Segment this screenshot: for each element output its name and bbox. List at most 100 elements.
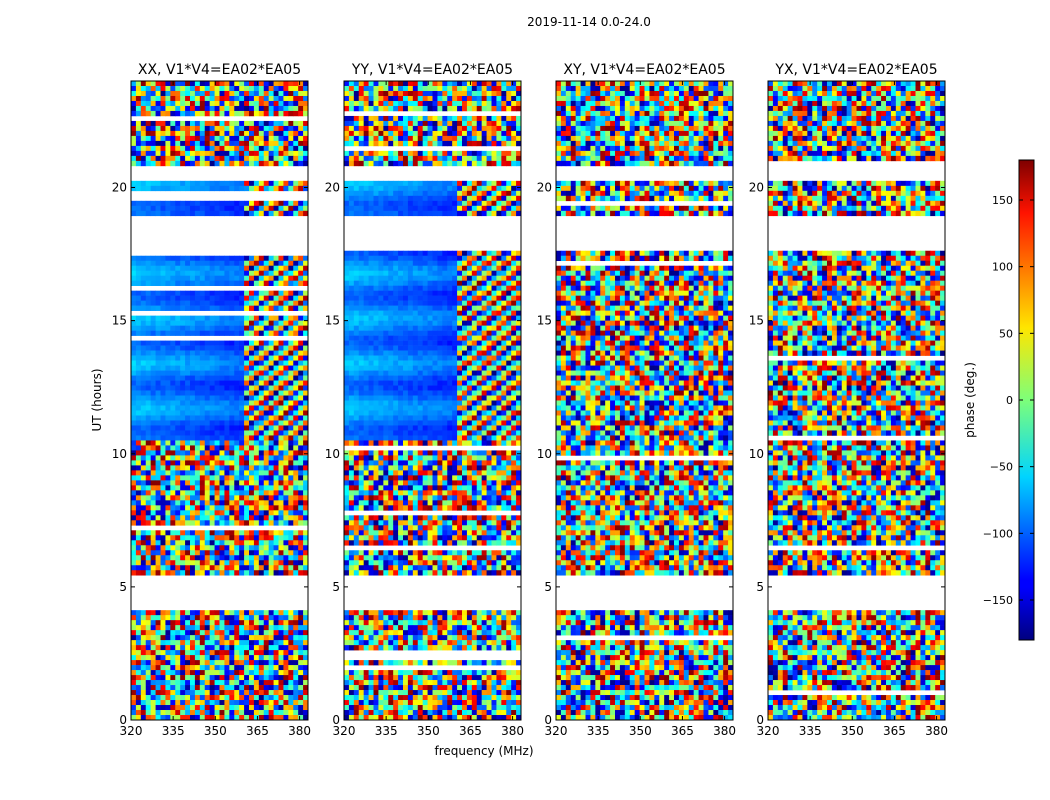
heatmap-cell: [268, 180, 274, 187]
heatmap-cell: [273, 435, 279, 441]
heatmap-cell: [407, 270, 414, 276]
heatmap-cell: [140, 670, 147, 676]
heatmap-cell: [209, 640, 215, 646]
heatmap-cell: [155, 325, 161, 331]
heatmap-cell: [486, 140, 492, 147]
heatmap-cell: [348, 85, 355, 92]
heatmap-cell: [263, 455, 270, 461]
heatmap-cell: [165, 660, 171, 666]
heatmap-cell: [155, 140, 161, 147]
heatmap-cell: [288, 185, 294, 192]
heatmap-cell: [175, 185, 181, 192]
heatmap-cell: [249, 255, 255, 262]
heatmap-cell: [165, 530, 171, 536]
heatmap-cell: [422, 115, 428, 122]
heatmap-cell: [398, 180, 404, 187]
heatmap-cell: [288, 615, 294, 621]
heatmap-cell: [486, 250, 492, 257]
heatmap-cell: [268, 535, 274, 541]
heatmap-cell: [244, 615, 250, 621]
heatmap-cell: [234, 260, 240, 267]
heatmap-cell: [303, 255, 309, 262]
heatmap-cell: [209, 405, 215, 411]
panel-frame: [130, 80, 309, 721]
heatmap-cell: [190, 670, 196, 676]
heatmap-cell: [234, 355, 240, 361]
heatmap-cell: [165, 695, 171, 701]
heatmap-cell: [185, 535, 191, 541]
heatmap-cell: [180, 205, 186, 212]
heatmap-cell: [234, 315, 240, 321]
heatmap-cell: [373, 285, 379, 291]
heatmap-cell: [486, 81, 492, 87]
heatmap-cell: [199, 205, 206, 212]
heatmap-cell: [496, 290, 502, 296]
heatmap-cell: [224, 550, 230, 556]
heatmap-cell: [258, 81, 265, 87]
heatmap-cell: [185, 280, 191, 286]
heatmap-cell: [209, 90, 215, 97]
heatmap-cell: [135, 435, 142, 441]
heatmap-cell: [293, 610, 299, 616]
heatmap-cell: [516, 250, 522, 257]
heatmap-cell: [268, 680, 274, 686]
heatmap-cell: [209, 570, 215, 576]
heatmap-cell: [135, 120, 142, 127]
heatmap-cell: [150, 155, 156, 162]
heatmap-cell: [373, 125, 379, 132]
heatmap-cell: [457, 100, 463, 107]
heatmap-cell: [224, 395, 230, 401]
heatmap-cell: [258, 425, 265, 431]
heatmap-cell: [204, 675, 211, 681]
heatmap-cell: [145, 540, 152, 546]
heatmap-cell: [442, 280, 448, 286]
heatmap-cell: [194, 455, 201, 461]
heatmap-cell: [288, 425, 294, 431]
heatmap-cell: [353, 140, 360, 147]
heatmap-cell: [185, 360, 191, 366]
heatmap-cell: [175, 535, 181, 541]
heatmap-cell: [204, 100, 211, 107]
heatmap-cell: [204, 465, 211, 471]
heatmap-cell: [229, 615, 235, 621]
heatmap-cell: [244, 705, 250, 711]
heatmap-cell: [175, 370, 181, 376]
heatmap-cell: [383, 150, 389, 157]
heatmap-cell: [194, 560, 201, 566]
heatmap-cell: [457, 115, 463, 122]
heatmap-cell: [244, 510, 250, 516]
heatmap-cell: [234, 410, 240, 416]
heatmap-cell: [283, 305, 289, 311]
heatmap-cell: [209, 450, 215, 456]
heatmap-cell: [466, 125, 473, 132]
heatmap-cell: [422, 125, 428, 132]
heatmap-cell: [131, 670, 137, 676]
heatmap-cell: [511, 210, 517, 217]
heatmap-cell: [293, 675, 299, 681]
heatmap-cell: [457, 295, 463, 301]
heatmap-cell: [457, 185, 463, 192]
heatmap-cell: [204, 315, 211, 321]
heatmap-cell: [204, 680, 211, 686]
heatmap-cell: [219, 430, 225, 436]
heatmap-cell: [412, 200, 419, 207]
heatmap-cell: [234, 255, 240, 262]
heatmap-cell: [131, 495, 137, 501]
heatmap-cell: [471, 275, 478, 281]
heatmap-cell: [268, 325, 274, 331]
heatmap-cell: [417, 115, 424, 122]
heatmap-cell: [452, 210, 458, 217]
heatmap-cell: [219, 425, 225, 431]
heatmap-cell: [303, 550, 309, 556]
heatmap-cell: [224, 340, 230, 346]
heatmap-cell: [155, 295, 161, 301]
heatmap-cell: [165, 635, 171, 641]
heatmap-cell: [190, 275, 196, 281]
heatmap-cell: [481, 100, 487, 107]
heatmap-cell: [278, 570, 284, 576]
heatmap-cell: [427, 95, 433, 102]
heatmap-cell: [194, 340, 201, 346]
heatmap-cell: [491, 200, 497, 207]
heatmap-cell: [145, 675, 152, 681]
heatmap-cell: [447, 300, 453, 306]
